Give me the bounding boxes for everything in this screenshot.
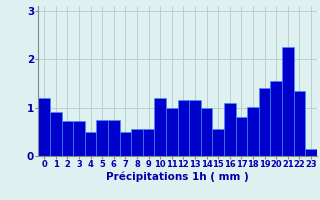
Bar [85,132,96,156]
Bar [120,132,131,156]
Bar [178,100,189,156]
Bar [155,98,166,156]
Bar [166,108,178,156]
Bar [212,129,224,156]
Bar [143,129,155,156]
Bar [189,100,201,156]
Bar [305,149,317,156]
Bar [131,129,143,156]
Bar [108,120,120,156]
Bar [201,108,212,156]
Bar [270,81,282,156]
Bar [236,117,247,156]
Bar [247,107,259,156]
Bar [38,98,50,156]
Bar [259,88,270,156]
Bar [62,121,73,156]
Bar [224,103,236,156]
Bar [282,47,294,156]
Bar [50,112,61,156]
Bar [294,91,305,156]
Bar [96,120,108,156]
X-axis label: Précipitations 1h ( mm ): Précipitations 1h ( mm ) [106,172,249,182]
Bar [73,121,85,156]
